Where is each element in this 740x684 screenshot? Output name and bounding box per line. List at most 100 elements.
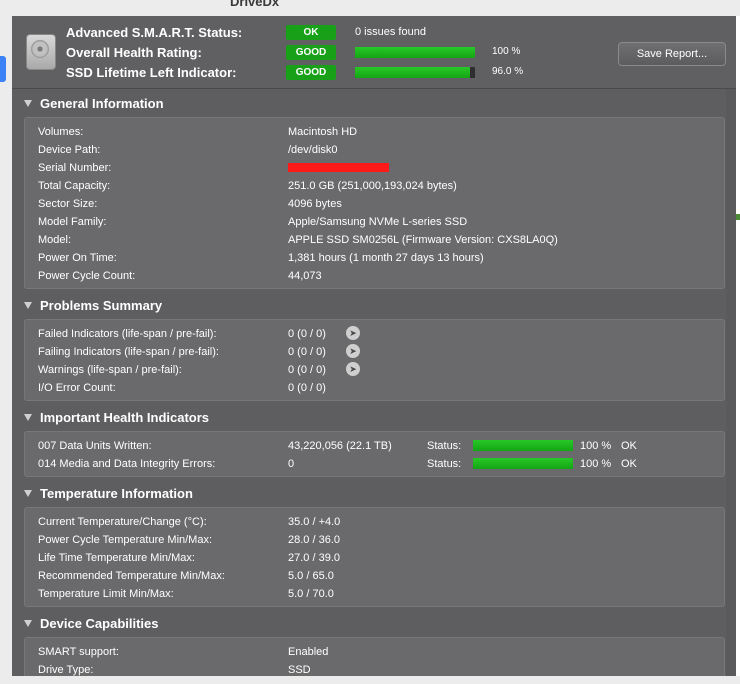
save-report-button[interactable]: Save Report... — [618, 42, 726, 66]
temperature-value: 28.0 / 36.0 — [288, 534, 340, 546]
report-content: General Information Volumes: Macintosh HD… — [12, 89, 736, 676]
problem-value: 0 (0 / 0) — [288, 346, 326, 358]
section-temperature-header[interactable]: Temperature Information — [12, 484, 726, 504]
capability-row: Drive Type: SSD — [25, 661, 724, 676]
temperature-row: Current Temperature/Change (°C): 35.0 / +… — [25, 513, 724, 531]
indicator-percent: 100 % — [580, 458, 612, 470]
temperature-key: Recommended Temperature Min/Max: — [38, 570, 225, 582]
smart-status-text: 0 issues found — [355, 26, 426, 38]
indicator-key: 007 Data Units Written: — [38, 440, 152, 452]
info-key: Sector Size: — [38, 198, 98, 210]
temperature-key: Life Time Temperature Min/Max: — [38, 552, 195, 564]
temperature-row: Life Time Temperature Min/Max: 27.0 / 39.… — [25, 549, 724, 567]
info-key: Power On Time: — [38, 252, 117, 264]
indicator-value: 43,220,056 (22.1 TB) — [288, 440, 392, 452]
health-progress-fill — [355, 47, 475, 58]
section-general-header[interactable]: General Information — [12, 94, 726, 114]
capability-value: Enabled — [288, 646, 329, 658]
details-arrow-icon[interactable]: ➤ — [346, 344, 360, 358]
section-title: Problems Summary — [40, 298, 163, 313]
vertical-scrollbar[interactable] — [726, 89, 736, 676]
bottom-edge — [0, 676, 740, 684]
capability-key: SMART support: — [38, 646, 119, 658]
general-info-panel: Volumes: Macintosh HD Device Path: /dev/di… — [24, 117, 725, 289]
window-title: DriveDx — [230, 0, 280, 9]
problem-value: 0 (0 / 0) — [288, 364, 326, 376]
ssd-progress-fill — [355, 67, 471, 78]
health-percent: 100 % — [492, 46, 521, 57]
info-key: Power Cycle Count: — [38, 270, 136, 282]
details-arrow-icon[interactable]: ➤ — [346, 362, 360, 376]
temperature-panel: Current Temperature/Change (°C): 35.0 / +… — [24, 507, 725, 607]
info-key: Device Path: — [38, 144, 101, 156]
problem-row: I/O Error Count: 0 (0 / 0) — [25, 379, 724, 397]
section-problems-header[interactable]: Problems Summary — [12, 296, 726, 316]
info-row: Power On Time: 1,381 hours (1 month 27 da… — [25, 249, 724, 267]
indicator-bar-fill — [473, 458, 573, 469]
selection-indicator — [0, 56, 6, 82]
hard-drive-icon — [26, 34, 56, 70]
indicator-row: 007 Data Units Written: 43,220,056 (22.1… — [25, 437, 724, 455]
drive-report-window: Advanced S.M.A.R.T. Status: OK 0 issues … — [12, 16, 736, 676]
info-row: Model Family: Apple/Samsung NVMe L-series… — [25, 213, 724, 231]
health-rating-badge: GOOD — [286, 45, 336, 60]
temperature-value: 5.0 / 65.0 — [288, 570, 334, 582]
problem-key: Failed Indicators (life-span / pre-fail)… — [38, 328, 217, 340]
temperature-value: 27.0 / 39.0 — [288, 552, 340, 564]
indicator-ok: OK — [621, 458, 637, 470]
problem-value: 0 (0 / 0) — [288, 382, 326, 394]
problem-key: Warnings (life-span / pre-fail): — [38, 364, 182, 376]
disclosure-triangle-icon[interactable] — [24, 414, 32, 421]
background-window-left — [0, 16, 12, 684]
temperature-key: Power Cycle Temperature Min/Max: — [38, 534, 213, 546]
indicator-bar — [473, 440, 573, 451]
section-title: General Information — [40, 96, 164, 111]
indicator-row: 014 Media and Data Integrity Errors: 0 S… — [25, 455, 724, 473]
ssd-lifetime-badge: GOOD — [286, 65, 336, 80]
ssd-progress-bar — [355, 67, 475, 78]
capabilities-panel: SMART support: Enabled Drive Type: SSD — [24, 637, 725, 676]
section-health-header[interactable]: Important Health Indicators — [12, 408, 726, 428]
smart-status-badge: OK — [286, 25, 336, 40]
info-key: Serial Number: — [38, 162, 112, 174]
info-row: Power Cycle Count: 44,073 — [25, 267, 724, 285]
status-label: Status: — [427, 458, 462, 470]
problems-panel: Failed Indicators (life-span / pre-fail)… — [24, 319, 725, 401]
info-value: Macintosh HD — [288, 126, 358, 138]
info-value: Apple/Samsung NVMe L-series SSD — [288, 216, 468, 228]
info-key: Model Family: — [38, 216, 107, 228]
info-value: 251.0 GB (251,000,193,024 bytes) — [288, 180, 457, 192]
problem-row: Warnings (life-span / pre-fail): 0 (0 / 0… — [25, 361, 724, 379]
capability-value: SSD — [288, 664, 311, 676]
disclosure-triangle-icon[interactable] — [24, 490, 32, 497]
temperature-row: Recommended Temperature Min/Max: 5.0 / 65… — [25, 567, 724, 585]
status-header: Advanced S.M.A.R.T. Status: OK 0 issues … — [12, 16, 736, 89]
section-capabilities-header[interactable]: Device Capabilities — [12, 614, 726, 634]
problem-row: Failed Indicators (life-span / pre-fail)… — [25, 325, 724, 343]
indicator-bar — [473, 458, 573, 469]
indicator-ok: OK — [621, 440, 637, 452]
indicator-percent: 100 % — [580, 440, 612, 452]
health-indicators-panel: 007 Data Units Written: 43,220,056 (22.1… — [24, 431, 725, 477]
info-row: Serial Number: — [25, 159, 724, 177]
temperature-key: Temperature Limit Min/Max: — [38, 588, 174, 600]
smart-status-label: Advanced S.M.A.R.T. Status: — [66, 25, 243, 40]
problem-row: Failing Indicators (life-span / pre-fail… — [25, 343, 724, 361]
info-row: Volumes: Macintosh HD — [25, 123, 724, 141]
indicator-key: 014 Media and Data Integrity Errors: — [38, 458, 216, 470]
temperature-row: Power Cycle Temperature Min/Max: 28.0 / 3… — [25, 531, 724, 549]
details-arrow-icon[interactable]: ➤ — [346, 326, 360, 340]
section-title: Important Health Indicators — [40, 410, 210, 425]
indicator-bar-fill — [473, 440, 573, 451]
background-window-right — [736, 16, 740, 684]
status-label: Status: — [427, 440, 462, 452]
disclosure-triangle-icon[interactable] — [24, 302, 32, 309]
problem-value: 0 (0 / 0) — [288, 328, 326, 340]
disclosure-triangle-icon[interactable] — [24, 620, 32, 627]
disclosure-triangle-icon[interactable] — [24, 100, 32, 107]
ssd-percent: 96.0 % — [492, 66, 524, 77]
capability-row: SMART support: Enabled — [25, 643, 724, 661]
info-key: Total Capacity: — [38, 180, 111, 192]
info-row: Model: APPLE SSD SM0256L (Firmware Versio… — [25, 231, 724, 249]
info-value: APPLE SSD SM0256L (Firmware Version: CXS… — [288, 234, 558, 246]
